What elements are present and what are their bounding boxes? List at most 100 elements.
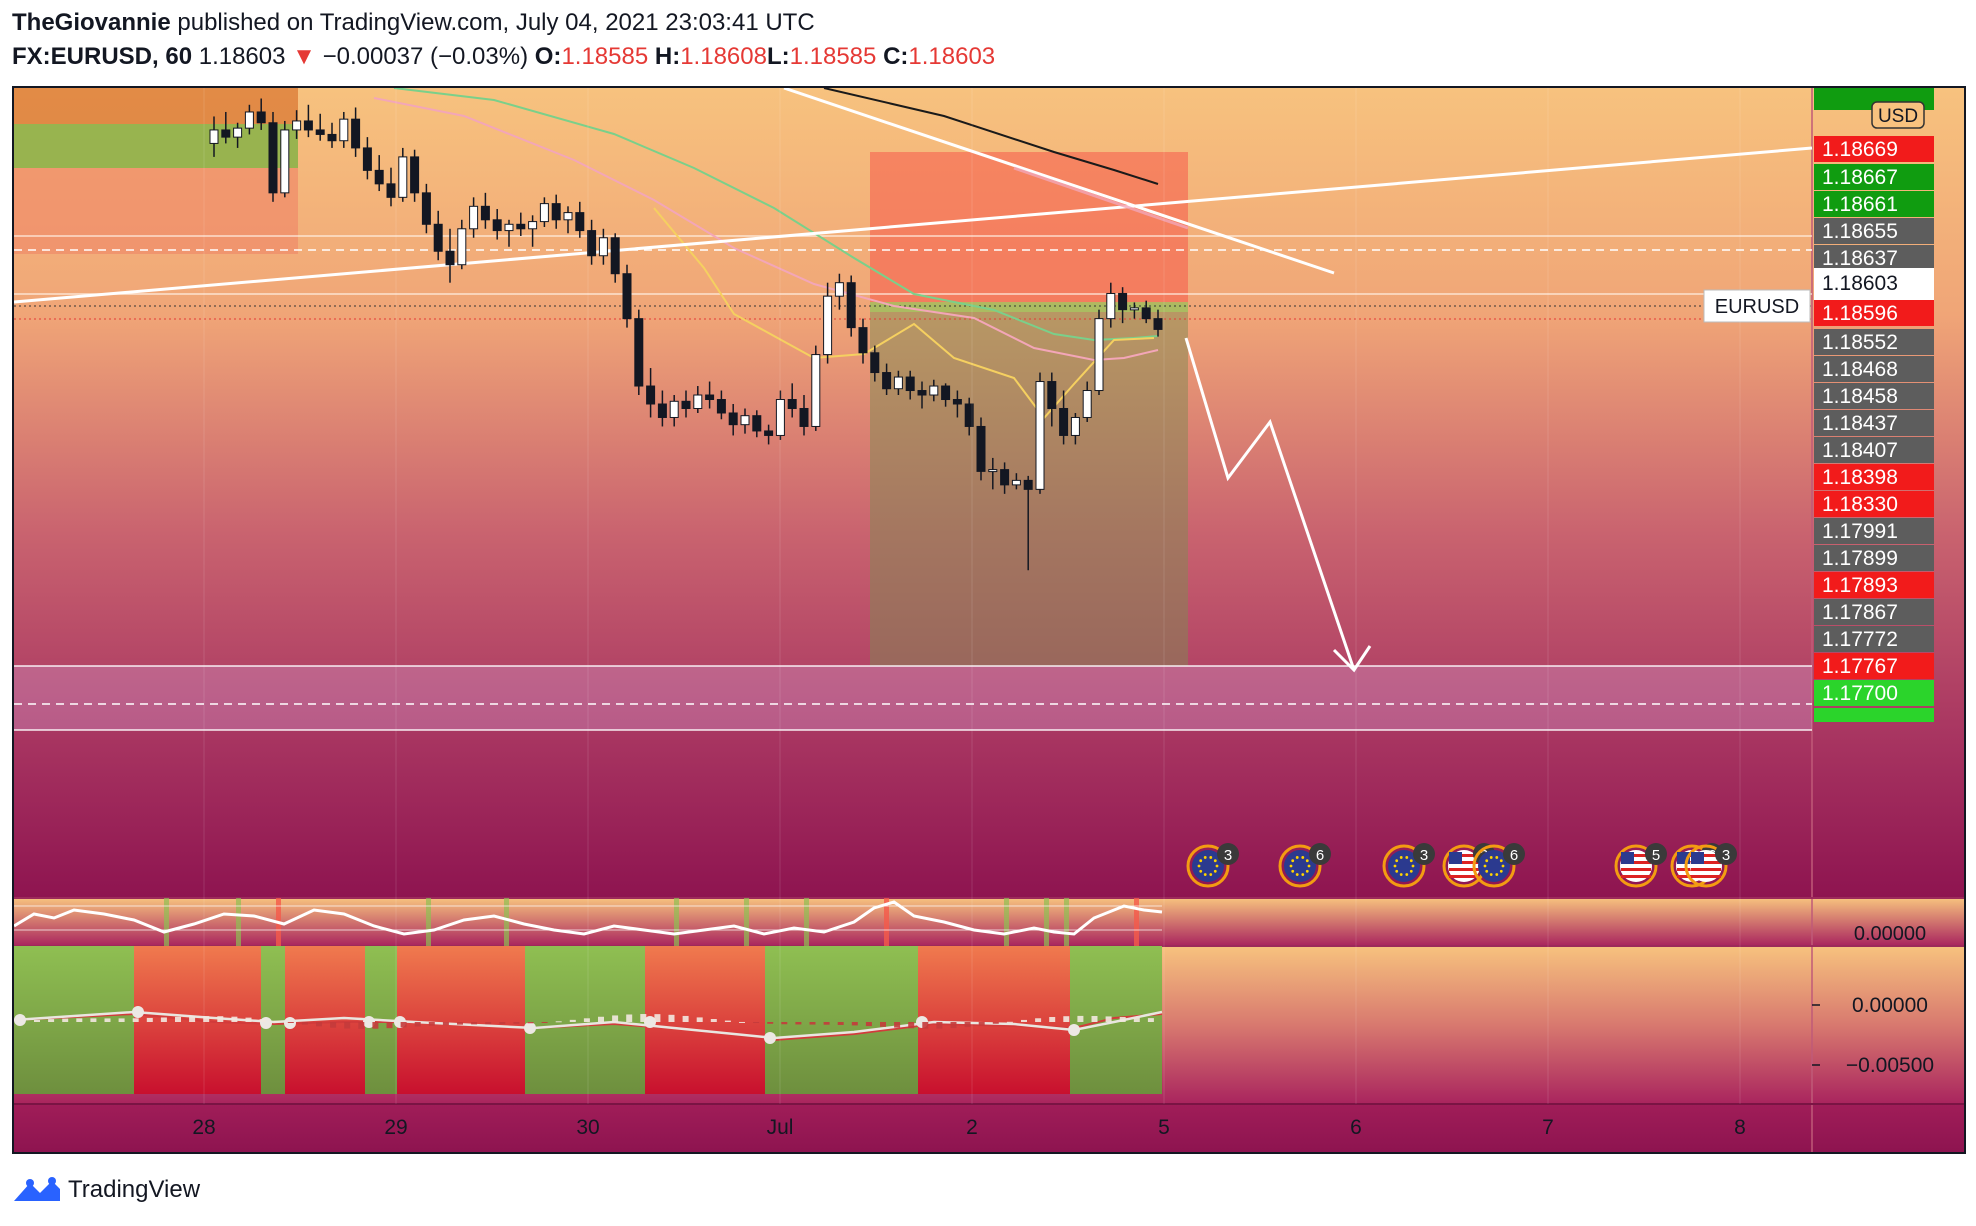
price-label: 1.18669 (1822, 138, 1898, 161)
candle-body (870, 352, 880, 374)
price-label-box (1814, 383, 1934, 409)
time-axis[interactable]: 28 29 30 Jul 2 5 6 7 8 (192, 88, 1746, 1139)
symbol-interval[interactable]: FX:EURUSD, 60 (12, 43, 193, 70)
candle-body (681, 400, 691, 409)
event-count-badge (1645, 843, 1667, 865)
open-value: 1.18585 (561, 43, 649, 70)
time-axis-bg (14, 1104, 1964, 1152)
candle-body (1000, 469, 1010, 486)
eu-flag-event-icon[interactable] (1278, 844, 1322, 888)
price-label-box (1814, 626, 1934, 652)
price-label: 1.18667 (1822, 166, 1898, 189)
us-flag-event-icon[interactable] (1614, 844, 1658, 888)
high-label: H: (654, 43, 681, 70)
price-label-box (1814, 680, 1934, 706)
price-label: 1.17767 (1822, 655, 1898, 678)
candle-body (858, 327, 868, 354)
candle-body (846, 282, 856, 329)
candle-body (646, 385, 656, 405)
price-label: 1.18458 (1822, 385, 1898, 408)
price-axis[interactable]: 1.18669 1.18667 1.18661 1.18655 1.186371.186… (1814, 88, 1934, 722)
candle-body (421, 192, 431, 225)
candle-body (1035, 381, 1045, 490)
macd-axis-label-neg: −0.00500 (1846, 1054, 1934, 1077)
candle-body (280, 129, 290, 194)
candle-body (752, 415, 762, 432)
price-label: 1.18398 (1822, 466, 1898, 489)
candle-body (362, 147, 372, 171)
price-label: 1.18407 (1822, 439, 1898, 462)
rising-trendline (14, 146, 1813, 304)
eu-flag-event-icon[interactable] (1472, 844, 1516, 888)
ma-black (823, 88, 1159, 185)
rsi-pane-bg (14, 898, 1964, 946)
event-count-badge (1217, 843, 1239, 865)
chart-canvas[interactable]: 3 6 3 2 6 5 6 3 (14, 88, 1964, 1152)
projected-path-arrowhead (1332, 645, 1372, 673)
candle-body (528, 221, 538, 230)
candlestick-series[interactable] (209, 98, 1163, 571)
candle-body (233, 127, 243, 138)
candle-body (716, 399, 726, 414)
open-label: O: (534, 43, 562, 70)
author-name[interactable]: TheGiovannie (12, 9, 171, 36)
price-label-box (1814, 329, 1934, 355)
candle-body (834, 282, 844, 297)
candle-body (1059, 407, 1069, 436)
eu-flag-event-icon[interactable] (1186, 844, 1230, 888)
price-label-box (1814, 437, 1934, 463)
candle-body (610, 237, 620, 275)
symbol-line: FX:EURUSD, 60 1.18603 ▼ −0.00037 (−0.03%… (12, 42, 1972, 72)
candle-body (433, 223, 443, 252)
candle-body (598, 237, 608, 257)
candle-body (563, 212, 573, 221)
time-tick-label: 7 (1542, 1116, 1554, 1139)
event-count-label: 5 (1652, 847, 1660, 864)
candle-body (244, 111, 254, 129)
brand-name[interactable]: TradingView (68, 1176, 201, 1203)
price-change: −0.00037 (−0.03%) (322, 43, 529, 70)
candle-body (964, 403, 974, 427)
candle-body (339, 118, 349, 142)
candle-body (327, 133, 337, 142)
event-count-badge (1309, 843, 1331, 865)
tradingview-logo-icon[interactable] (12, 1175, 62, 1205)
price-label: 1.18437 (1822, 412, 1898, 435)
candle-body (303, 120, 313, 131)
currency-badge[interactable]: USD (1871, 101, 1925, 129)
chart-area[interactable]: 3 6 3 2 6 5 6 3 (12, 86, 1966, 1154)
time-tick-label: 29 (384, 1116, 407, 1139)
event-count-badge (1503, 843, 1525, 865)
us-flag-event-icon[interactable] (1684, 844, 1728, 888)
candle-body (917, 390, 927, 396)
close-value: 1.18603 (908, 43, 996, 70)
candle-body (775, 399, 785, 436)
macd-cross-dots (14, 1006, 1080, 1044)
price-label: 1.17899 (1822, 547, 1898, 570)
time-tick-label: 28 (192, 1116, 215, 1139)
price-label: 1.18661 (1822, 193, 1898, 216)
candle-body (575, 212, 585, 232)
ma-yellow (653, 207, 1155, 420)
candle-body (551, 203, 561, 221)
short-position-entry-band (870, 302, 1188, 312)
price-label-box (1814, 300, 1934, 326)
candle-body (1023, 479, 1033, 490)
candle-body (516, 223, 526, 230)
projected-path-arrow (1184, 337, 1356, 671)
candle-body (976, 425, 986, 472)
supply-zone-top (14, 88, 298, 124)
candle-body (1070, 416, 1080, 436)
candle-body (1129, 307, 1139, 311)
price-label-box (1814, 245, 1934, 271)
economic-events[interactable]: 36326563 (1186, 843, 1737, 888)
falling-trendline (783, 88, 1335, 275)
candle-body (221, 129, 231, 138)
candle-body (799, 407, 809, 427)
short-position-stop-zone (870, 152, 1188, 304)
eu-flag-event-icon[interactable] (1382, 844, 1426, 888)
candle-body (1011, 479, 1021, 486)
candle-body (634, 318, 644, 387)
candle-body (209, 129, 219, 144)
time-tick-label: 5 (1158, 1116, 1170, 1139)
